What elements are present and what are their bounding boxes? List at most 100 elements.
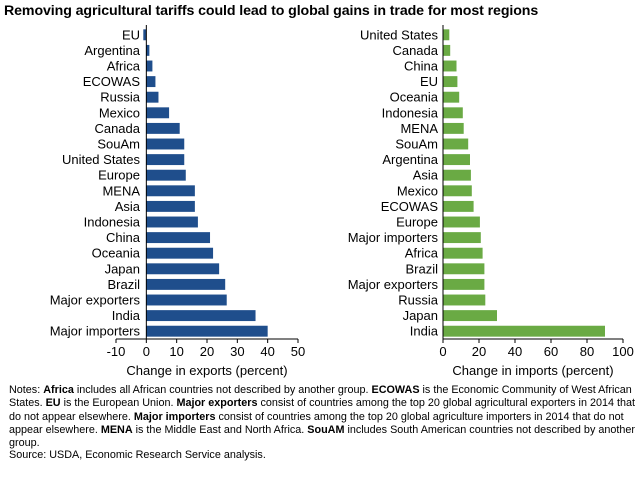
notes-term: EU — [45, 397, 61, 410]
imports-bar — [443, 76, 458, 88]
exports-category-label: Argentina — [84, 43, 140, 58]
imports-category-label: India — [410, 324, 439, 339]
exports-bar — [146, 325, 268, 337]
imports-category-label: Russia — [398, 293, 439, 308]
exports-axis-title: Change in exports (percent) — [126, 363, 287, 378]
notes-text: is the European Union. — [60, 397, 177, 410]
imports-bar — [443, 232, 481, 244]
imports-bar — [443, 325, 605, 337]
exports-bar — [146, 200, 195, 212]
exports-bar — [146, 247, 214, 259]
chart-source: Source: USDA, Economic Research Service … — [9, 449, 266, 461]
exports-bar — [146, 294, 227, 306]
imports-x-tick-label: 0 — [439, 344, 446, 359]
exports-category-label: MENA — [102, 183, 140, 198]
exports-category-label: Oceania — [92, 246, 141, 261]
imports-category-label: Major exporters — [348, 277, 439, 292]
imports-bar — [443, 278, 485, 290]
exports-bar — [146, 44, 150, 56]
exports-category-label: India — [112, 308, 141, 323]
imports-category-label: Indonesia — [382, 105, 439, 120]
notes-term: SouAM — [307, 423, 345, 436]
exports-bar — [146, 185, 195, 197]
imports-category-label: ECOWAS — [381, 199, 439, 214]
exports-bar — [146, 232, 211, 244]
notes-term: Africa — [43, 384, 74, 396]
imports-axis-title: Change in imports (percent) — [452, 363, 613, 378]
imports-category-label: Mexico — [397, 183, 438, 198]
exports-bar — [146, 310, 256, 322]
imports-bar — [443, 44, 451, 56]
imports-bar — [443, 60, 457, 72]
imports-bar — [443, 216, 480, 228]
exports-category-label: Brazil — [107, 277, 140, 292]
notes-text: includes all African countries not descr… — [73, 384, 372, 396]
imports-category-label: China — [404, 59, 439, 74]
imports-bar — [443, 294, 486, 306]
exports-category-label: Mexico — [99, 105, 140, 120]
imports-bar — [443, 138, 469, 150]
exports-category-label: Major exporters — [50, 293, 141, 308]
imports-bar — [443, 154, 470, 166]
imports-category-label: Africa — [405, 246, 439, 261]
chart-title: Removing agricultural tariffs could lead… — [4, 3, 539, 19]
exports-category-label: SouAm — [97, 137, 140, 152]
exports-category-label: Europe — [98, 168, 140, 183]
imports-category-label: Europe — [396, 215, 438, 230]
notes-term: ECOWAS — [371, 384, 420, 396]
notes-text: consist of countries among the top 20 gl… — [9, 397, 635, 423]
imports-bar — [443, 29, 450, 41]
notes-term: Major importers — [133, 410, 216, 423]
imports-category-label: Japan — [403, 308, 438, 323]
imports-bar — [443, 200, 474, 212]
exports-category-label: EU — [122, 27, 140, 42]
imports-x-tick-label: 20 — [472, 344, 486, 359]
exports-category-label: ECOWAS — [83, 74, 141, 89]
exports-category-label: Canada — [94, 121, 140, 136]
imports-x-tick-label: 40 — [508, 344, 522, 359]
exports-category-label: China — [106, 230, 141, 245]
imports-bar — [443, 107, 463, 119]
imports-category-label: Asia — [413, 168, 439, 183]
exports-x-tick-label: -10 — [107, 344, 126, 359]
exports-x-tick-label: 50 — [291, 344, 305, 359]
chart-notes: Notes: Africa includes all African count… — [9, 384, 635, 450]
exports-x-tick-label: 20 — [200, 344, 214, 359]
imports-x-tick-label: 100 — [612, 344, 634, 359]
exports-bar — [146, 154, 185, 166]
imports-bar — [443, 91, 460, 103]
exports-bar — [146, 169, 186, 181]
imports-category-label: Canada — [392, 43, 438, 58]
exports-x-tick-label: 0 — [143, 344, 150, 359]
exports-bar — [146, 76, 156, 88]
exports-category-label: Indonesia — [84, 215, 141, 230]
imports-category-label: Oceania — [390, 90, 439, 105]
exports-category-label: Russia — [100, 90, 141, 105]
notes-text: consist of countries among the top 20 gl… — [9, 410, 624, 436]
imports-bar — [443, 169, 471, 181]
exports-x-tick-label: 40 — [260, 344, 274, 359]
imports-bar — [443, 122, 464, 134]
notes-term: Major exporters — [176, 397, 258, 410]
exports-category-label: Africa — [107, 59, 141, 74]
imports-category-label: Argentina — [382, 152, 438, 167]
imports-bar — [443, 247, 483, 259]
exports-bar — [146, 107, 170, 119]
imports-category-label: Brazil — [405, 261, 438, 276]
exports-bar — [146, 278, 226, 290]
imports-x-tick-label: 80 — [580, 344, 594, 359]
charts-canvas: EUArgentinaAfricaECOWASRussiaMexicoCanad… — [50, 25, 634, 378]
imports-category-label: MENA — [400, 121, 438, 136]
notes-text: is the Middle East and North Africa. — [132, 423, 308, 436]
exports-category-label: United States — [62, 152, 141, 167]
exports-bar — [143, 29, 147, 41]
exports-x-tick-label: 30 — [230, 344, 244, 359]
imports-bar — [443, 185, 472, 197]
imports-bar — [443, 310, 497, 322]
exports-category-label: Asia — [115, 199, 141, 214]
exports-bar — [146, 138, 185, 150]
exports-bar — [146, 91, 159, 103]
exports-category-label: Japan — [105, 261, 140, 276]
exports-bar — [146, 60, 153, 72]
imports-category-label: Major importers — [348, 230, 439, 245]
